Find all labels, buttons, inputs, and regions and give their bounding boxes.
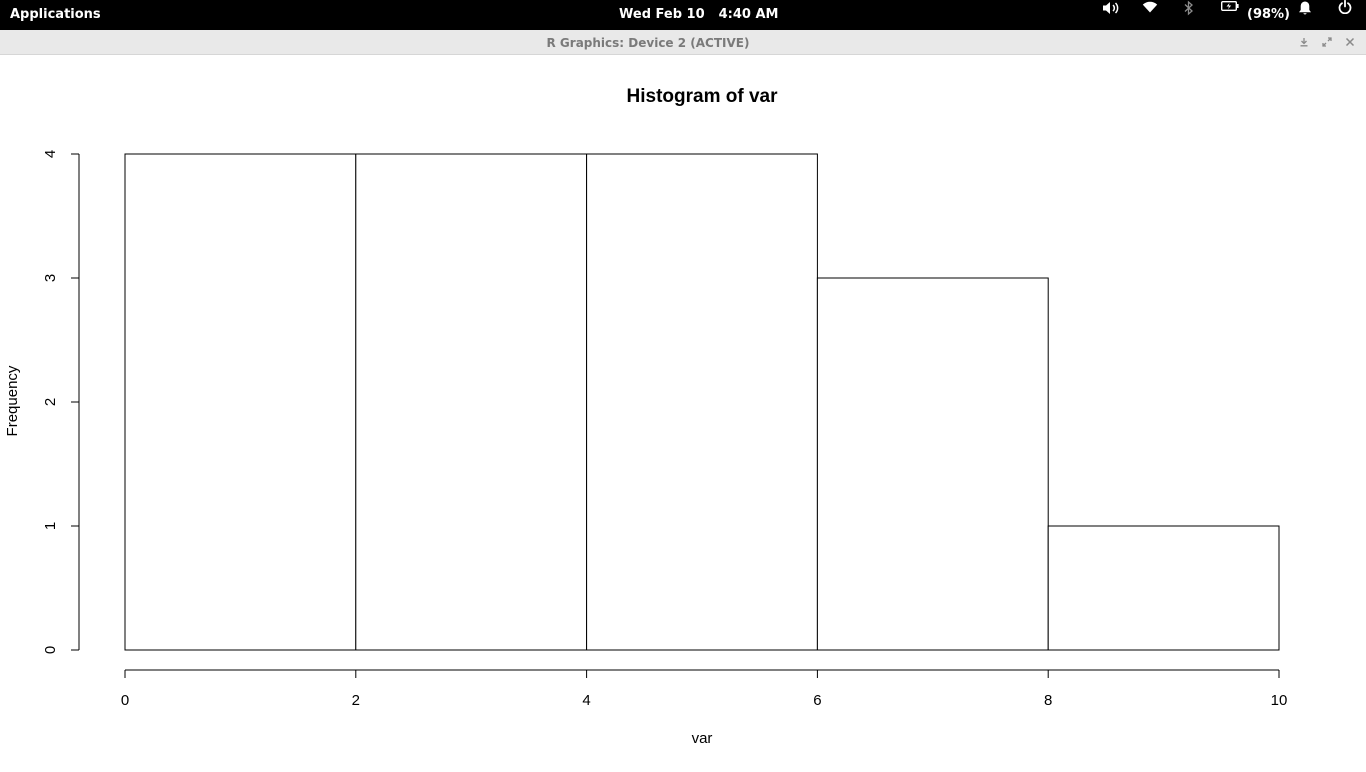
window-titlebar[interactable]: R Graphics: Device 2 (ACTIVE)	[0, 30, 1366, 55]
x-tick-label-4: 8	[1044, 692, 1052, 709]
x-axis: 0 2 4 6 8 10	[121, 669, 1288, 709]
y-tick-label-4: 4	[42, 150, 59, 158]
bluetooth-icon[interactable]	[1184, 0, 1198, 30]
y-tick-label-3: 3	[42, 274, 59, 282]
histogram-bar-2	[586, 153, 818, 651]
y-axis-label: Frequency	[4, 365, 21, 436]
battery-icon[interactable]	[1221, 0, 1241, 30]
y-tick-label-2: 2	[42, 398, 59, 406]
clock-time: 4:40 AM	[718, 7, 779, 22]
clock-date: Wed Feb 10	[619, 7, 705, 22]
histogram-bar-0	[124, 153, 357, 651]
bars-group	[124, 153, 1280, 651]
plot-area: Histogram of var var Frequency 0 2 4 6 8 10 0…	[0, 55, 1366, 768]
notification-bell-icon[interactable]	[1298, 0, 1314, 30]
close-icon[interactable]	[1343, 35, 1357, 49]
y-tick-label-1: 1	[42, 522, 59, 530]
x-tick-label-3: 6	[813, 692, 821, 709]
minimize-icon[interactable]	[1297, 35, 1311, 49]
x-tick-label-0: 0	[121, 692, 129, 709]
clock[interactable]: Wed Feb 10 4:40 AM	[619, 7, 778, 22]
wifi-icon[interactable]	[1142, 0, 1160, 30]
top-panel: Applications Wed Feb 10 4:40 AM (98%)	[0, 0, 1366, 30]
x-axis-label: var	[692, 730, 713, 747]
battery-percent: (98%)	[1247, 7, 1290, 22]
x-tick-label-2: 4	[582, 692, 590, 709]
y-tick-label-0: 0	[42, 646, 59, 654]
y-axis: 0 1 2 3 4	[42, 150, 80, 654]
histogram-bar-4	[1047, 525, 1280, 651]
power-icon[interactable]	[1338, 0, 1354, 30]
x-tick-label-5: 10	[1271, 692, 1288, 709]
histogram-chart: Histogram of var var Frequency 0 2 4 6 8 10 0…	[4, 86, 1288, 747]
chart-title: Histogram of var	[627, 86, 779, 107]
histogram-bar-3	[816, 277, 1049, 651]
histogram-bar-1	[355, 153, 588, 651]
window-title: R Graphics: Device 2 (ACTIVE)	[546, 36, 750, 50]
applications-menu[interactable]: Applications	[10, 7, 101, 22]
volume-icon[interactable]	[1101, 0, 1121, 30]
x-tick-label-1: 2	[352, 692, 360, 709]
maximize-icon[interactable]	[1320, 35, 1334, 49]
